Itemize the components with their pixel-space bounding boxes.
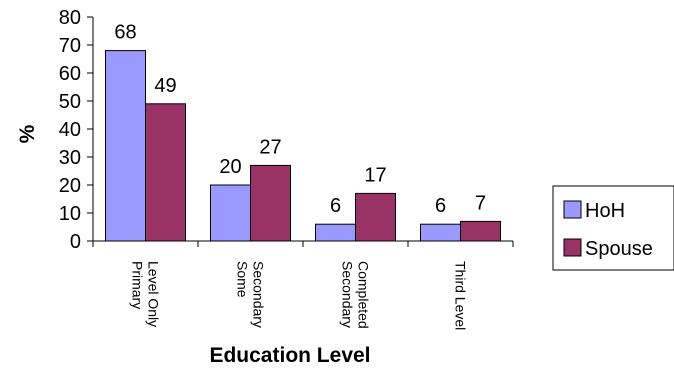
data-labels: 68 49 20 27 6 17 6 7: [114, 22, 486, 218]
y-tick-label: 0: [70, 231, 81, 253]
category-label: SomeSecondary: [235, 261, 267, 328]
data-label: 17: [364, 164, 386, 186]
data-label: 68: [114, 22, 136, 44]
y-tick-label: 60: [59, 63, 81, 85]
y-tick-label: 30: [59, 147, 81, 169]
legend-label-hoh: HoH: [585, 200, 625, 222]
category-label: PrimaryLevel Only: [130, 261, 162, 327]
bar-spouse-2: [250, 164, 291, 242]
category-label: Third Level: [453, 261, 469, 330]
y-tick-label: 50: [59, 91, 81, 113]
bar-spouse-3: [355, 192, 396, 242]
bar-hoh-1: [105, 50, 146, 242]
bar-spouse-1: [145, 103, 186, 242]
bar-hoh-3: [315, 223, 356, 242]
axes: [92, 17, 514, 247]
bar-hoh-4: [420, 223, 461, 242]
data-label: 6: [330, 195, 341, 217]
legend-label-spouse: Spouse: [585, 238, 653, 260]
y-axis-title: %: [16, 124, 39, 143]
data-label: 6: [435, 195, 446, 217]
data-label: 7: [475, 192, 486, 214]
data-label: 27: [259, 136, 281, 158]
y-tick-label: 20: [59, 175, 81, 197]
data-label: 20: [219, 156, 241, 178]
x-axis-title: Education Level: [209, 344, 370, 367]
category-label: SecondaryCompleted: [340, 261, 372, 329]
legend-swatch-hoh: [563, 200, 582, 219]
legend: HoH Spouse: [552, 185, 674, 271]
y-tick-label: 70: [59, 35, 81, 57]
y-tick-label: 10: [59, 203, 81, 225]
y-axis-ticks: 0 10 20 30 40 50 60 70 80: [59, 7, 93, 253]
data-label: 49: [154, 75, 176, 97]
bars: [105, 50, 501, 242]
bar-spouse-4: [460, 220, 501, 242]
legend-swatch-spouse: [563, 238, 582, 257]
category-labels: PrimaryLevel Only SomeSecondary SecondaryC…: [130, 261, 469, 330]
bar-hoh-2: [210, 184, 251, 242]
y-tick-label: 40: [59, 119, 81, 141]
y-tick-label: 80: [59, 7, 81, 29]
